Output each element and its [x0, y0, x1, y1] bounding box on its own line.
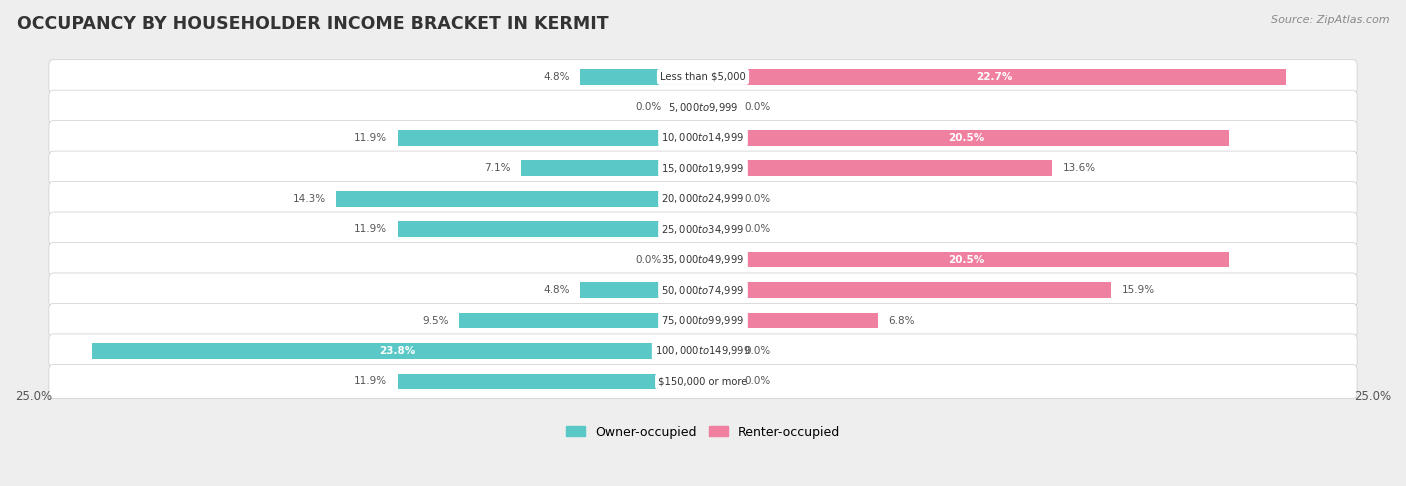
Bar	[460, 312, 703, 329]
Bar	[703, 191, 734, 207]
Bar	[672, 99, 703, 115]
Text: 0.0%: 0.0%	[744, 224, 770, 234]
Bar	[703, 130, 1229, 146]
FancyBboxPatch shape	[49, 273, 1357, 307]
Bar	[703, 312, 877, 329]
FancyBboxPatch shape	[49, 182, 1357, 216]
Text: $35,000 to $49,999: $35,000 to $49,999	[661, 253, 745, 266]
Text: 25.0%: 25.0%	[1354, 390, 1391, 403]
FancyBboxPatch shape	[49, 90, 1357, 124]
Text: 15.9%: 15.9%	[1122, 285, 1154, 295]
Text: $50,000 to $74,999: $50,000 to $74,999	[661, 283, 745, 296]
Text: $20,000 to $24,999: $20,000 to $24,999	[661, 192, 745, 205]
Text: $75,000 to $99,999: $75,000 to $99,999	[661, 314, 745, 327]
Bar	[703, 221, 734, 237]
Text: 0.0%: 0.0%	[744, 102, 770, 112]
Bar	[672, 252, 703, 267]
Bar	[703, 99, 734, 115]
Bar	[703, 252, 1229, 267]
Text: 0.0%: 0.0%	[744, 377, 770, 386]
Text: 7.1%: 7.1%	[484, 163, 510, 173]
Text: 20.5%: 20.5%	[948, 255, 984, 264]
Text: 0.0%: 0.0%	[636, 102, 662, 112]
Text: 11.9%: 11.9%	[354, 224, 387, 234]
Text: $25,000 to $34,999: $25,000 to $34,999	[661, 223, 745, 236]
Text: 25.0%: 25.0%	[15, 390, 52, 403]
FancyBboxPatch shape	[49, 212, 1357, 246]
Text: 11.9%: 11.9%	[354, 377, 387, 386]
Text: $5,000 to $9,999: $5,000 to $9,999	[668, 101, 738, 114]
FancyBboxPatch shape	[49, 303, 1357, 338]
Text: 11.9%: 11.9%	[354, 133, 387, 143]
Text: 22.7%: 22.7%	[976, 72, 1012, 82]
Bar	[703, 160, 1052, 176]
Bar	[579, 69, 703, 85]
Text: $150,000 or more: $150,000 or more	[658, 377, 748, 386]
Bar	[703, 282, 1111, 298]
Text: 4.8%: 4.8%	[543, 285, 569, 295]
Text: 20.5%: 20.5%	[948, 133, 984, 143]
Text: 23.8%: 23.8%	[380, 346, 416, 356]
Text: 0.0%: 0.0%	[636, 255, 662, 264]
Text: 6.8%: 6.8%	[887, 315, 914, 326]
Text: 13.6%: 13.6%	[1063, 163, 1095, 173]
FancyBboxPatch shape	[49, 121, 1357, 155]
Bar	[703, 374, 734, 389]
FancyBboxPatch shape	[49, 334, 1357, 368]
FancyBboxPatch shape	[49, 151, 1357, 185]
FancyBboxPatch shape	[49, 243, 1357, 277]
Text: $10,000 to $14,999: $10,000 to $14,999	[661, 131, 745, 144]
Text: 9.5%: 9.5%	[422, 315, 449, 326]
Bar	[398, 130, 703, 146]
Text: Source: ZipAtlas.com: Source: ZipAtlas.com	[1271, 15, 1389, 25]
Text: $100,000 to $149,999: $100,000 to $149,999	[655, 345, 751, 358]
Bar	[398, 221, 703, 237]
Bar	[520, 160, 703, 176]
Bar	[91, 343, 703, 359]
Text: $15,000 to $19,999: $15,000 to $19,999	[661, 162, 745, 174]
Text: OCCUPANCY BY HOUSEHOLDER INCOME BRACKET IN KERMIT: OCCUPANCY BY HOUSEHOLDER INCOME BRACKET …	[17, 15, 609, 33]
Text: 0.0%: 0.0%	[744, 193, 770, 204]
FancyBboxPatch shape	[49, 364, 1357, 399]
Text: 14.3%: 14.3%	[292, 193, 326, 204]
FancyBboxPatch shape	[49, 60, 1357, 94]
Text: 4.8%: 4.8%	[543, 72, 569, 82]
Bar	[398, 374, 703, 389]
Legend: Owner-occupied, Renter-occupied: Owner-occupied, Renter-occupied	[561, 420, 845, 444]
Text: 0.0%: 0.0%	[744, 346, 770, 356]
Bar	[703, 69, 1285, 85]
Bar	[579, 282, 703, 298]
Text: Less than $5,000: Less than $5,000	[661, 72, 745, 82]
Bar	[703, 343, 734, 359]
Bar	[336, 191, 703, 207]
